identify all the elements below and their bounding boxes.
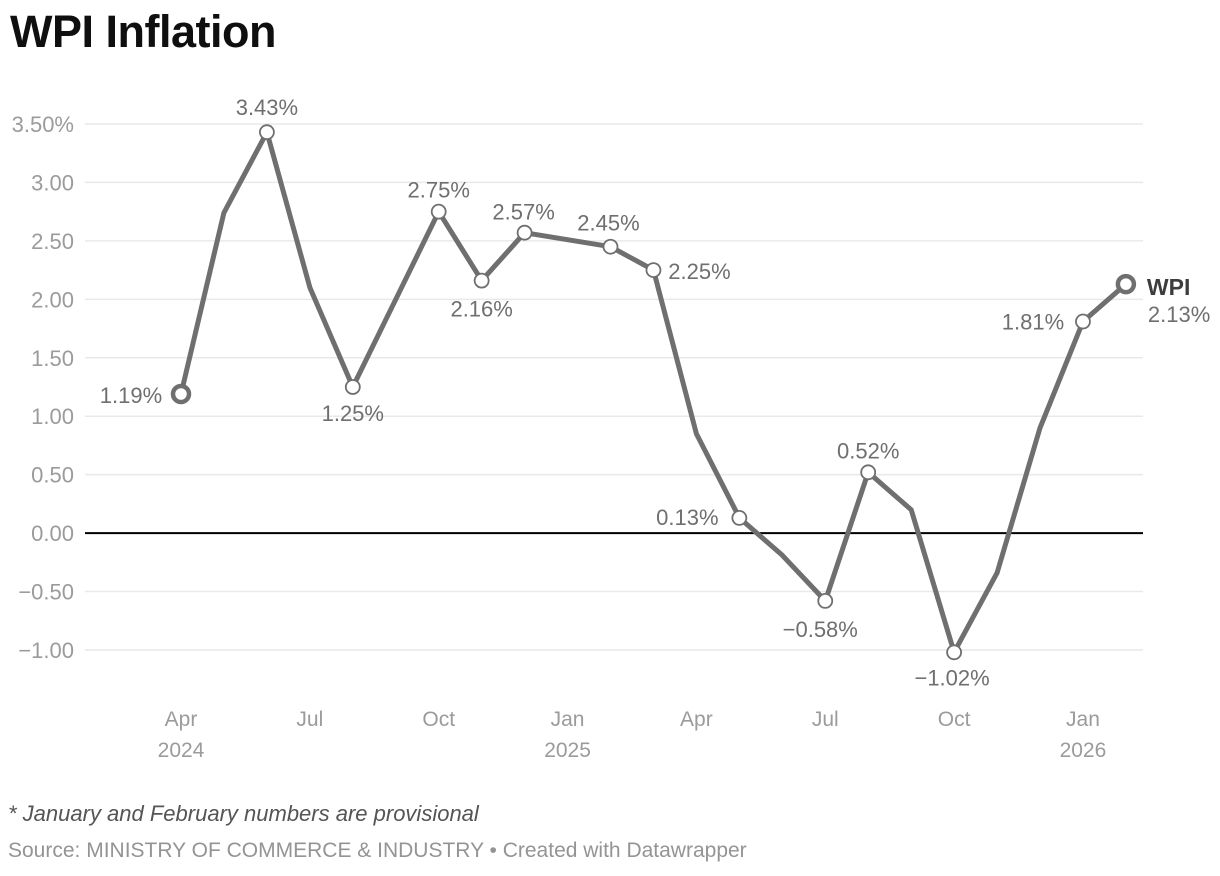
data-point-label: 2.57%: [492, 200, 554, 225]
data-point-label: −0.58%: [783, 617, 858, 642]
data-point-marker: [946, 644, 962, 661]
data-point-label: 1.81%: [1002, 310, 1064, 335]
x-axis-label: Jan: [551, 708, 585, 731]
x-axis-year-label: 2024: [158, 739, 205, 762]
data-point-marker: [170, 383, 192, 405]
data-point-marker: [1115, 273, 1137, 295]
y-axis-label: −1.00: [18, 638, 74, 663]
series-end-label-value: 2.13%: [1148, 302, 1210, 327]
data-point-label: 2.45%: [577, 211, 639, 236]
y-axis-label: 2.00: [31, 287, 74, 312]
data-point-marker: [860, 464, 877, 481]
x-axis-label: Oct: [938, 708, 971, 731]
x-axis-label: Apr: [165, 708, 198, 731]
series-end-label-name: WPI: [1147, 274, 1190, 300]
chart-title: WPI Inflation: [10, 6, 276, 57]
data-point-label: 0.52%: [837, 438, 899, 463]
y-axis-label: 0.50: [31, 463, 74, 488]
data-point-label: 2.75%: [408, 178, 470, 203]
data-point-marker: [430, 203, 447, 220]
wpi-line-chart: 3.50% 3.00 2.50 2.00 1.50 1.00 0.50 0.00 −0.50 −1…: [12, 95, 1211, 762]
data-point-marker: [258, 124, 275, 141]
data-point-marker: [1075, 313, 1091, 330]
y-axis-label: 1.00: [31, 404, 74, 429]
data-point-marker: [473, 272, 490, 289]
data-point-label: 0.13%: [656, 505, 718, 530]
data-point-marker: [817, 592, 834, 609]
x-axis-label: Jul: [812, 708, 839, 731]
data-point-label: 2.25%: [668, 259, 730, 284]
data-point-marker: [344, 379, 361, 395]
x-axis-year-label: 2025: [544, 739, 591, 762]
chart-footnote: * January and February numbers are provi…: [8, 801, 479, 826]
y-axis-label: 2.50: [31, 229, 74, 254]
x-axis-label: Apr: [680, 708, 713, 731]
data-point-marker: [516, 224, 533, 241]
y-axis-label: 3.00: [31, 170, 74, 195]
data-point-label: 3.43%: [236, 95, 298, 120]
wpi-line: [178, 129, 1129, 655]
y-axis-label: 1.50: [31, 346, 74, 371]
x-axis-year-label: 2026: [1060, 739, 1107, 762]
x-axis-label: Oct: [422, 708, 455, 731]
data-point-marker: [731, 510, 748, 526]
data-point-marker: [645, 262, 662, 278]
data-point-label: 1.25%: [322, 401, 384, 426]
chart-source: Source: MINISTRY OF COMMERCE & INDUSTRY …: [8, 839, 747, 862]
y-axis-label: 0.00: [31, 521, 74, 546]
y-axis-label: 3.50%: [12, 112, 74, 137]
data-point-marker: [602, 238, 619, 255]
data-point-label: −1.02%: [914, 665, 989, 690]
x-axis-label: Jan: [1066, 708, 1100, 731]
data-point-label: 1.19%: [100, 383, 162, 408]
data-point-label: 2.16%: [450, 297, 512, 322]
x-axis-label: Jul: [296, 708, 323, 731]
y-axis-label: −0.50: [18, 580, 74, 605]
